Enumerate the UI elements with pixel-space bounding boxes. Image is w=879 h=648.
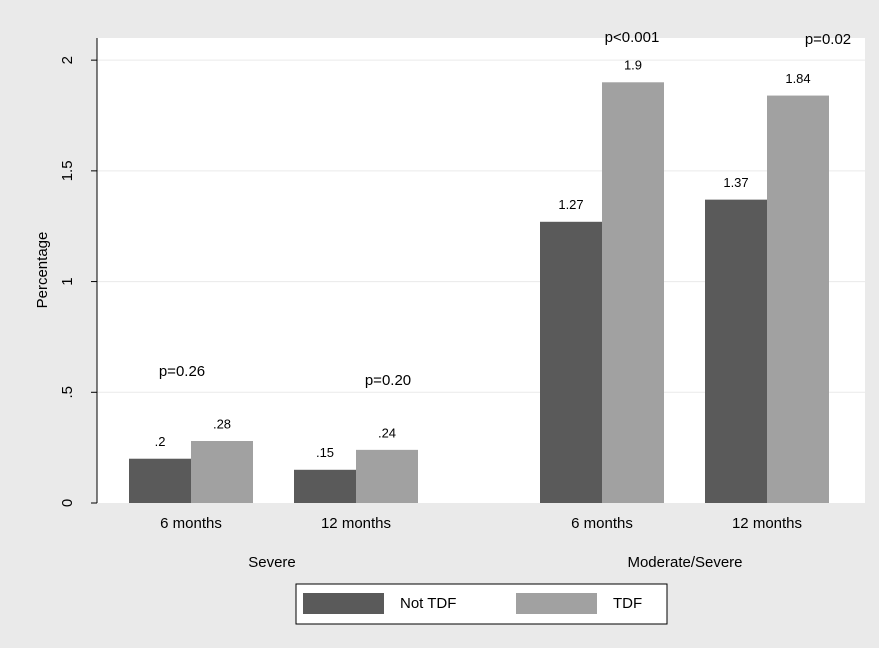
value-label: 1.84: [785, 71, 810, 86]
annotation: p=0.20: [365, 372, 411, 389]
x-tick-label: 12 months: [321, 515, 391, 532]
value-label: .15: [316, 445, 334, 460]
bar: [191, 441, 253, 503]
y-axis-title: Percentage: [34, 232, 51, 309]
bar: [540, 221, 602, 504]
annotation: p=0.26: [159, 363, 205, 380]
legend-label: TDF: [613, 595, 642, 612]
legend-label: Not TDF: [400, 595, 456, 612]
bar: [129, 458, 191, 503]
value-label: .2: [155, 434, 166, 449]
y-tick-label: 0: [59, 499, 76, 507]
group-label: Severe: [248, 554, 296, 571]
value-label: 1.9: [624, 58, 642, 73]
value-label: .24: [378, 425, 396, 440]
legend-swatch: [516, 593, 597, 614]
group-label: Moderate/Severe: [627, 554, 742, 571]
bar: [356, 449, 418, 503]
x-tick-label: 6 months: [571, 515, 633, 532]
y-tick-label: 2: [59, 56, 76, 64]
annotation: p=0.02: [805, 31, 851, 48]
value-label: .28: [213, 416, 231, 431]
y-tick-label: 1.5: [59, 160, 76, 181]
bar: [705, 199, 767, 503]
bar: [602, 82, 664, 504]
legend-swatch: [303, 593, 384, 614]
bar: [767, 95, 829, 504]
annotation: p<0.001: [605, 29, 660, 46]
value-label: 1.27: [558, 197, 583, 212]
bar: [294, 469, 356, 503]
value-label: 1.37: [723, 175, 748, 190]
x-tick-label: 6 months: [160, 515, 222, 532]
y-tick-label: 1: [59, 277, 76, 285]
y-tick-label: .5: [59, 386, 76, 399]
x-tick-label: 12 months: [732, 515, 802, 532]
